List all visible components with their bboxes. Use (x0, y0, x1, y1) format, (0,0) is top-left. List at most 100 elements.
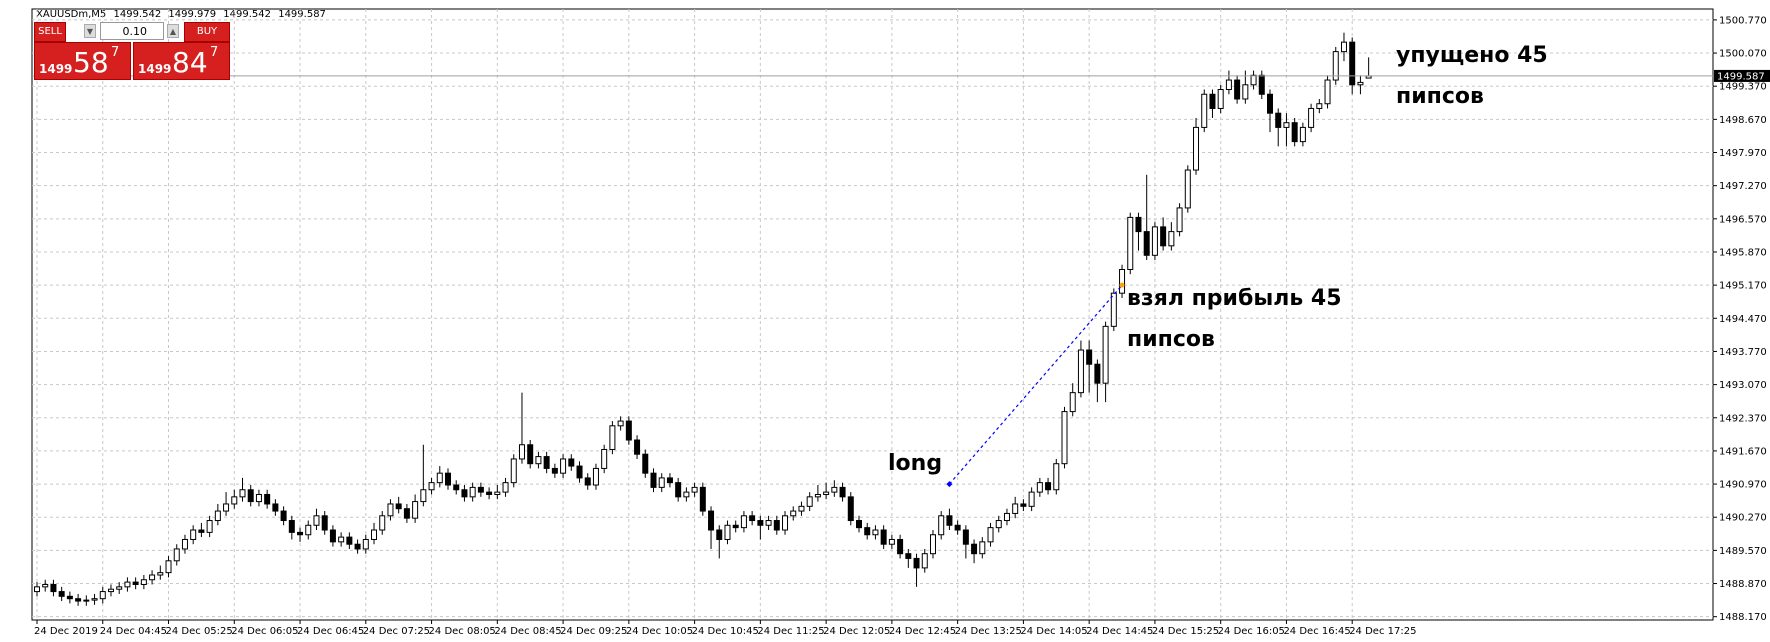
buy-button[interactable]: BUY (184, 22, 230, 42)
x-tick-label: 24 Dec 14:05 (1020, 626, 1087, 637)
x-tick-label: 24 Dec 04:45 (100, 626, 167, 637)
candle-body (1209, 93, 1216, 109)
candle-body (601, 448, 608, 469)
candle-body (1340, 41, 1347, 53)
bid-price[interactable]: 1499 58 7 (34, 42, 131, 80)
x-tick-label: 24 Dec 06:05 (231, 626, 298, 637)
y-tick-label: 1488.170 (1719, 612, 1767, 623)
ask-main: 84 (172, 46, 208, 79)
candle-body (181, 538, 188, 550)
candle-body (264, 493, 271, 505)
x-tick-label: 24 Dec 07:25 (363, 626, 430, 637)
candle-body (609, 425, 616, 450)
candle-body (847, 496, 854, 522)
x-tick-label: 24 Dec 16:45 (1283, 626, 1350, 637)
candle-body (502, 482, 509, 493)
y-tick-label: 1500.770 (1719, 15, 1767, 26)
candle-body (518, 444, 525, 460)
candle-body (971, 543, 978, 555)
candle-body (42, 583, 49, 588)
bid-sup: 7 (111, 45, 120, 60)
chart-header: XAUUSDm,M5 1499.542 1499.979 1499.542 14… (36, 9, 326, 20)
x-tick-label: 24 Dec 15:25 (1152, 626, 1219, 637)
candle-body (962, 529, 969, 545)
annotation: пипсов (1396, 84, 1484, 109)
candle-body (1316, 103, 1323, 109)
candle-body (272, 503, 279, 512)
y-tick-label: 1496.570 (1719, 214, 1767, 225)
ask-sup: 7 (210, 45, 219, 60)
candle-body (1176, 207, 1183, 233)
y-tick-label: 1498.670 (1719, 115, 1767, 126)
candle-body (732, 524, 739, 529)
exit-marker (1119, 282, 1125, 288)
candle-body (461, 489, 468, 498)
x-tick-label: 24 Dec 06:45 (297, 626, 364, 637)
candle-body (124, 581, 131, 588)
candle-body (782, 515, 789, 531)
grid: 1500.770 1500.070 1499.370 1498.670 1497.970… (32, 9, 1767, 637)
candle-body (346, 536, 353, 545)
volume-input[interactable]: 0.10 (100, 22, 164, 40)
trade-panel: SELL 0.10 ▼ ▲ BUY 1499 58 7 1499 84 7 (34, 22, 230, 80)
header-low: 1499.542 (223, 9, 271, 20)
volume-up[interactable]: ▲ (167, 24, 179, 38)
candle-body (494, 491, 501, 495)
candle-body (66, 595, 73, 600)
candle-body (140, 579, 147, 585)
y-tick-label: 1490.270 (1719, 513, 1767, 524)
candle-body (1217, 89, 1224, 109)
symbol: XAUUSDm,M5 (36, 9, 106, 20)
x-tick-label: 24 Dec 08:45 (494, 626, 561, 637)
candle-body (823, 491, 830, 495)
candle-body (477, 486, 484, 493)
sell-button[interactable]: SELL (34, 22, 66, 42)
candle-body (880, 529, 887, 545)
candle-body (1275, 112, 1282, 128)
candle-body (50, 583, 57, 593)
candle-body (107, 588, 114, 593)
x-tick-label: 24 Dec 12:05 (823, 626, 890, 637)
candle-body (190, 529, 197, 540)
candle-body (938, 515, 945, 536)
y-tick-label: 1489.570 (1719, 546, 1767, 557)
candle-body (617, 420, 624, 427)
candle-body (856, 520, 862, 529)
candle-body (387, 503, 394, 517)
candle-body (568, 458, 575, 467)
candle-body (527, 444, 534, 465)
candle-body (288, 520, 295, 533)
candle-body (1127, 216, 1134, 271)
candle-body (75, 598, 82, 602)
candle-body (921, 553, 928, 569)
y-tick-label: 1497.270 (1719, 181, 1767, 192)
candle-body (255, 493, 262, 503)
candle-body (757, 520, 764, 526)
candle-body (1094, 363, 1101, 384)
candle-body (1291, 122, 1298, 143)
candle-body (699, 486, 706, 512)
ask-price[interactable]: 1499 84 7 (133, 42, 230, 80)
candle-body (872, 529, 879, 536)
candle-body (1143, 231, 1150, 256)
candle-body (987, 527, 994, 543)
candle-body (132, 581, 139, 585)
header-high: 1499.979 (168, 9, 216, 20)
candle-body (625, 420, 632, 441)
candle-body (445, 472, 451, 486)
candle-body (223, 503, 230, 512)
candle-body (1028, 491, 1035, 507)
candle-body (1299, 126, 1306, 143)
candle-body (206, 520, 213, 533)
candle-body (338, 536, 345, 543)
y-tick-label: 1495.870 (1719, 247, 1767, 258)
candle-body (403, 508, 410, 519)
y-tick-label: 1495.170 (1719, 281, 1767, 292)
candle-body (1201, 93, 1208, 128)
candle-body (1250, 74, 1257, 86)
candle-body (83, 599, 90, 602)
volume-down[interactable]: ▼ (84, 24, 96, 38)
y-tick-label: 1493.770 (1719, 347, 1767, 358)
